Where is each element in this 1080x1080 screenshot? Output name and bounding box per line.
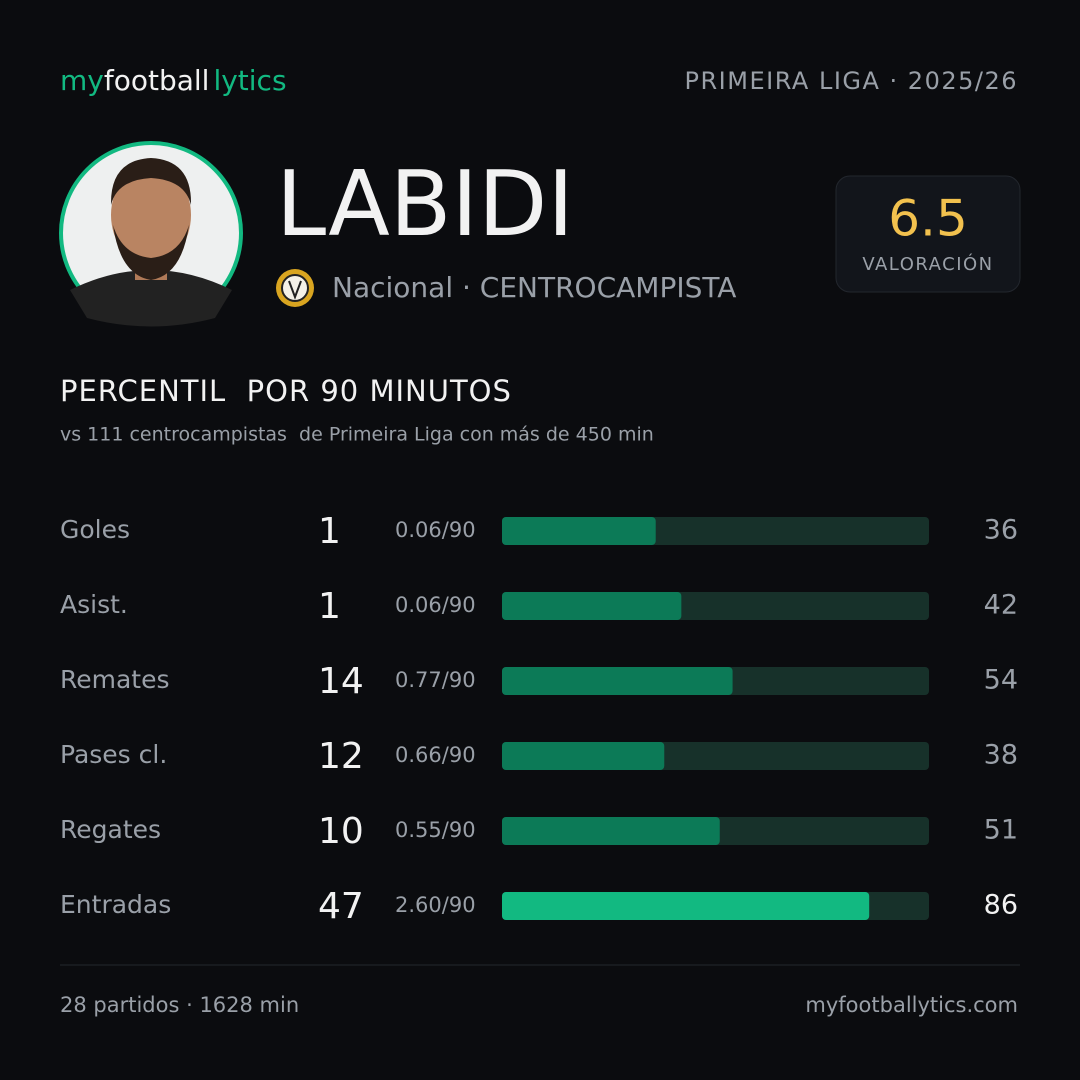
rating-value: 6.5 <box>888 190 968 248</box>
rating-box <box>835 175 1021 293</box>
stat-total: 14 <box>318 661 364 702</box>
stat-total: 1 <box>318 586 341 627</box>
footer-left: 28 partidos · 1628 min <box>60 993 299 1017</box>
stat-per90: 2.60/90 <box>395 893 476 917</box>
section-title: PERCENTIL POR 90 MINUTOS <box>60 374 512 408</box>
player-meta: Nacional · CENTROCAMPISTA <box>332 271 736 304</box>
club-badge <box>276 269 314 307</box>
stat-percentile: 42 <box>984 590 1018 621</box>
bar <box>502 892 870 920</box>
rating-label: VALORACIÓN <box>862 253 993 275</box>
stat-label: Asist. <box>60 590 128 619</box>
stat-per90: 0.77/90 <box>395 668 476 692</box>
bar <box>502 517 656 545</box>
stat-percentile: 86 <box>984 890 1018 921</box>
stat-total: 47 <box>318 886 364 927</box>
player-name: LABIDI <box>276 152 574 257</box>
logo-part: my <box>60 64 104 97</box>
competition: PRIMEIRA LIGA · 2025/26 <box>685 67 1018 95</box>
bar <box>502 742 665 770</box>
stat-percentile: 54 <box>984 665 1018 696</box>
stat-label: Remates <box>60 665 170 694</box>
logo-part: lytics <box>213 64 286 97</box>
player-photo <box>59 141 243 327</box>
footer-right: myfootballytics.com <box>805 993 1018 1017</box>
stat-label: Goles <box>60 515 130 544</box>
stat-total: 10 <box>318 811 364 852</box>
logo-part: football <box>104 64 210 97</box>
stat-percentile: 51 <box>984 815 1018 846</box>
stat-per90: 0.06/90 <box>395 518 476 542</box>
bar <box>502 817 720 845</box>
stat-percentile: 38 <box>984 740 1018 771</box>
stat-percentile: 36 <box>984 515 1018 546</box>
stat-label: Entradas <box>60 890 171 919</box>
stat-label: Regates <box>60 815 161 844</box>
stat-rows: Goles 1 0.06/90 36 Asist. 1 0.06/90 42 Remates 14… <box>60 511 1018 927</box>
stat-total: 1 <box>318 511 341 552</box>
bar <box>502 667 733 695</box>
stat-per90: 0.06/90 <box>395 593 476 617</box>
stat-per90: 0.66/90 <box>395 743 476 767</box>
stat-total: 12 <box>318 736 364 777</box>
section-subtitle: vs 111 centrocampistas de Primeira Liga … <box>60 424 654 446</box>
bar <box>502 592 682 620</box>
stat-per90: 0.55/90 <box>395 818 476 842</box>
stat-label: Pases cl. <box>60 740 167 769</box>
logo: myfootball lytics <box>60 64 287 97</box>
